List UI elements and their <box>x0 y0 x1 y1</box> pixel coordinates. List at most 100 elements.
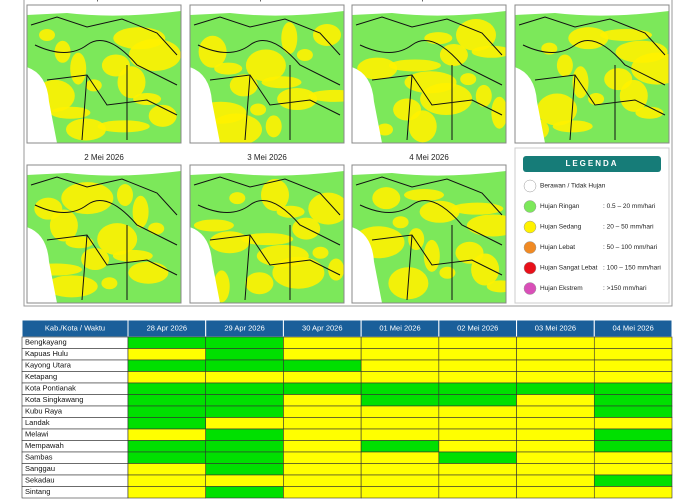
sea <box>27 67 57 143</box>
forecast-cell <box>516 474 595 487</box>
forecast-cell <box>205 474 284 487</box>
map <box>27 165 181 303</box>
forecast-cell <box>438 417 517 430</box>
rain-patch <box>261 76 302 89</box>
map-title: 29 April 2026 <box>244 0 291 2</box>
rain-patch <box>466 214 506 237</box>
row-label: Sekadau <box>25 476 55 485</box>
rain-patch <box>261 179 289 211</box>
forecast-cell <box>593 463 673 476</box>
forecast-cell <box>283 371 362 384</box>
boundary <box>518 16 666 141</box>
forecast-cell <box>360 486 440 499</box>
forecast-cell <box>438 336 517 349</box>
header-text: 29 Apr 2026 <box>224 323 264 332</box>
forecast-cell <box>127 428 207 441</box>
forecast-cell <box>283 394 362 407</box>
rain-patch <box>313 24 341 46</box>
header-text: 03 Mei 2026 <box>535 323 576 332</box>
row-label: Bengkayang <box>25 338 67 347</box>
map-frame <box>23 0 673 307</box>
forecast-cell <box>360 474 440 487</box>
row-label: Sintang <box>25 487 50 496</box>
forecast-cell <box>438 428 517 441</box>
forecast-cell <box>438 474 517 487</box>
forecast-cell <box>205 336 284 349</box>
forecast-cell <box>283 336 362 349</box>
legend-label: Hujan Sangat Lebat <box>540 265 598 272</box>
forecast-cell <box>516 417 595 430</box>
rain-patch <box>423 239 440 272</box>
map-title: 1 Mei 2026 <box>572 0 612 2</box>
map-title: 30 April 2026 <box>406 0 453 2</box>
rain-patch <box>312 246 329 259</box>
map <box>190 5 344 143</box>
map-border <box>189 4 345 144</box>
rain-patch <box>471 45 506 58</box>
forecast-cell <box>516 451 595 464</box>
sea <box>352 227 382 303</box>
rain-patch <box>619 79 648 112</box>
rain-patch <box>97 120 150 133</box>
forecast-cell <box>205 440 284 453</box>
forecast-cell <box>516 463 595 476</box>
forecast-cell <box>205 451 284 464</box>
forecast-cell <box>283 474 362 487</box>
rain-patch <box>45 275 98 298</box>
rain-patch <box>193 219 234 232</box>
rain-patch <box>198 35 227 68</box>
forecast-cell <box>516 359 595 372</box>
forecast-cell <box>438 371 517 384</box>
forecast-cell <box>360 440 440 453</box>
forecast-cell <box>516 440 595 453</box>
rain-patch <box>133 93 162 106</box>
forecast-cell <box>127 463 207 476</box>
forecast-cell <box>593 348 673 361</box>
row-label: Sambas <box>25 453 53 462</box>
forecast-cell <box>205 417 284 430</box>
forecast-cell <box>283 486 362 499</box>
map <box>352 165 506 303</box>
forecast-cell <box>593 405 673 418</box>
rain-patch <box>568 27 609 50</box>
row-label: Ketapang <box>25 372 57 381</box>
forecast-cell <box>516 405 595 418</box>
rain-patch <box>404 189 444 201</box>
rain-patch <box>537 93 578 126</box>
forecast-cell <box>360 463 440 476</box>
forecast-cell <box>438 405 517 418</box>
forecast-cell <box>516 348 595 361</box>
forecast-cell <box>438 463 517 476</box>
header-text: 01 Mei 2026 <box>379 323 420 332</box>
map <box>515 5 669 143</box>
boundary <box>355 176 503 301</box>
sea <box>190 165 344 176</box>
forecast-cell <box>516 486 595 499</box>
rain-patch <box>451 202 504 215</box>
forecast-cell <box>283 382 362 395</box>
row-label: Kayong Utara <box>25 361 72 370</box>
row-label: Kubu Raya <box>25 407 63 416</box>
forecast-cell <box>360 405 440 418</box>
forecast-cell <box>127 417 207 430</box>
forecast-cell <box>205 348 284 361</box>
rain-patch <box>70 52 87 85</box>
forecast-cell <box>360 428 440 441</box>
boundary <box>30 176 178 301</box>
rain-patch <box>471 253 500 286</box>
rain-patch <box>117 184 133 206</box>
forecast-cell <box>283 417 362 430</box>
map <box>27 5 181 143</box>
forecast-cell <box>438 348 517 361</box>
rain-patch <box>265 115 282 138</box>
rain-patch <box>148 222 165 235</box>
row-label: Kapuas Hulu <box>25 349 68 358</box>
row-label: Kota Pontianak <box>25 384 76 393</box>
sea <box>27 227 57 303</box>
forecast-cell <box>593 428 673 441</box>
rain-patch <box>635 106 664 119</box>
forecast-cell <box>593 417 673 430</box>
map-border <box>26 164 182 304</box>
map-border <box>514 4 670 144</box>
map-title: 2 Mei 2026 <box>84 153 124 162</box>
